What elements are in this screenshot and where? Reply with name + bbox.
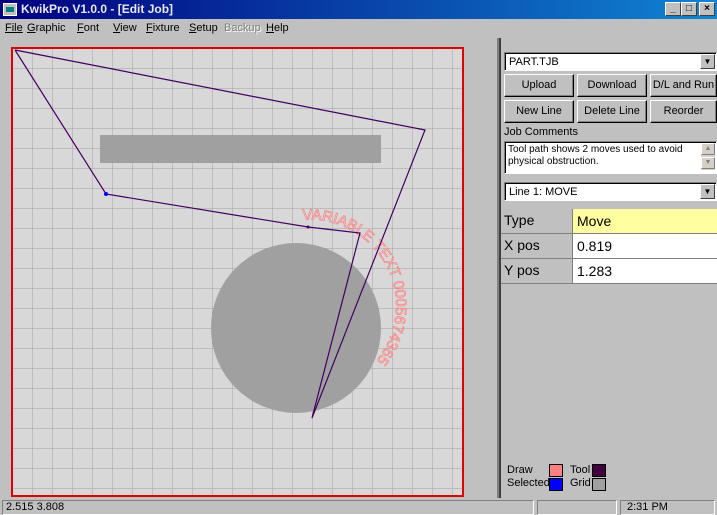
- property-row-type[interactable]: Type Move: [501, 209, 717, 234]
- legend-draw-label: Draw: [507, 464, 533, 476]
- status-panel-empty: [537, 500, 617, 515]
- menu-backup: Backup: [224, 22, 261, 34]
- grid-color-swatch[interactable]: [592, 478, 606, 491]
- chevron-down-icon[interactable]: ▼: [700, 184, 715, 199]
- property-value-x[interactable]: 0.819: [573, 234, 717, 259]
- job-comments-text: Tool path shows 2 moves used to avoid ph…: [508, 144, 683, 167]
- download-and-run-button[interactable]: D/L and Run: [650, 74, 717, 97]
- window-title: KwikPro V1.0.0 - [Edit Job]: [21, 2, 174, 16]
- reorder-button[interactable]: Reorder: [650, 100, 717, 123]
- property-value-type[interactable]: Move: [573, 209, 717, 234]
- restore-button[interactable]: □: [681, 2, 697, 16]
- cursor-position: 2.515 3.808: [2, 500, 534, 515]
- obstruction-rectangle[interactable]: [100, 135, 381, 163]
- chevron-down-icon[interactable]: ▼: [700, 54, 715, 69]
- menu-help[interactable]: Help: [266, 22, 289, 34]
- title-bar: KwikPro V1.0.0 - [Edit Job] _ □ ×: [0, 0, 717, 19]
- menu-fixture[interactable]: Fixture: [146, 22, 180, 34]
- property-key: Y pos: [501, 259, 573, 284]
- property-row-x[interactable]: X pos 0.819: [501, 234, 717, 259]
- delete-line-button[interactable]: Delete Line: [577, 100, 647, 123]
- scroll-down-icon[interactable]: ▼: [701, 157, 715, 169]
- property-key: Type: [501, 209, 573, 234]
- path-point[interactable]: [104, 192, 108, 196]
- close-button[interactable]: ×: [699, 2, 715, 16]
- job-comments-field[interactable]: Tool path shows 2 moves used to avoid ph…: [504, 141, 717, 174]
- legend-grid-label: Grid: [570, 477, 591, 489]
- new-line-button[interactable]: New Line: [504, 100, 574, 123]
- status-bar: 2.515 3.808 2:31 PM: [0, 498, 717, 515]
- color-legend: Draw Tool Selected Grid: [501, 457, 717, 498]
- drawing-canvas[interactable]: VARIABLE TEXT 0005674365: [0, 38, 499, 498]
- selected-color-swatch[interactable]: [549, 478, 563, 491]
- menu-graphic[interactable]: Graphic: [27, 22, 66, 34]
- menu-setup[interactable]: Setup: [189, 22, 218, 34]
- job-file-select[interactable]: PART.TJB ▼: [504, 52, 717, 71]
- menu-view[interactable]: View: [113, 22, 137, 34]
- job-comments-label: Job Comments: [504, 126, 578, 138]
- line-select-value: Line 1: MOVE: [509, 186, 578, 198]
- property-value-y[interactable]: 1.283: [573, 259, 717, 284]
- property-key: X pos: [501, 234, 573, 259]
- panel-splitter[interactable]: [499, 38, 501, 498]
- draw-color-swatch[interactable]: [549, 464, 563, 477]
- obstruction-circle[interactable]: [211, 243, 381, 413]
- legend-selected-label: Selected: [507, 477, 550, 489]
- menu-font[interactable]: Font: [77, 22, 100, 34]
- job-file-name: PART.TJB: [509, 56, 559, 68]
- tool-color-swatch[interactable]: [592, 464, 606, 477]
- app-icon[interactable]: [3, 3, 17, 16]
- minimize-button[interactable]: _: [665, 2, 681, 16]
- work-area-border: [11, 47, 464, 497]
- menu-file[interactable]: File: [5, 22, 23, 34]
- line-select[interactable]: Line 1: MOVE ▼: [504, 182, 717, 201]
- scroll-up-icon[interactable]: ▲: [701, 143, 715, 155]
- path-point[interactable]: [306, 225, 310, 229]
- download-button[interactable]: Download: [577, 74, 647, 97]
- upload-button[interactable]: Upload: [504, 74, 574, 97]
- canvas-svg[interactable]: VARIABLE TEXT 0005674365: [0, 38, 497, 498]
- legend-tool-label: Tool: [570, 464, 591, 476]
- menu-bar: File Graphic Font View Fixture Setup Bac…: [0, 19, 717, 38]
- status-time: 2:31 PM: [620, 500, 715, 515]
- property-row-y[interactable]: Y pos 1.283: [501, 259, 717, 284]
- comments-scrollbar[interactable]: ▲ ▼: [701, 143, 715, 170]
